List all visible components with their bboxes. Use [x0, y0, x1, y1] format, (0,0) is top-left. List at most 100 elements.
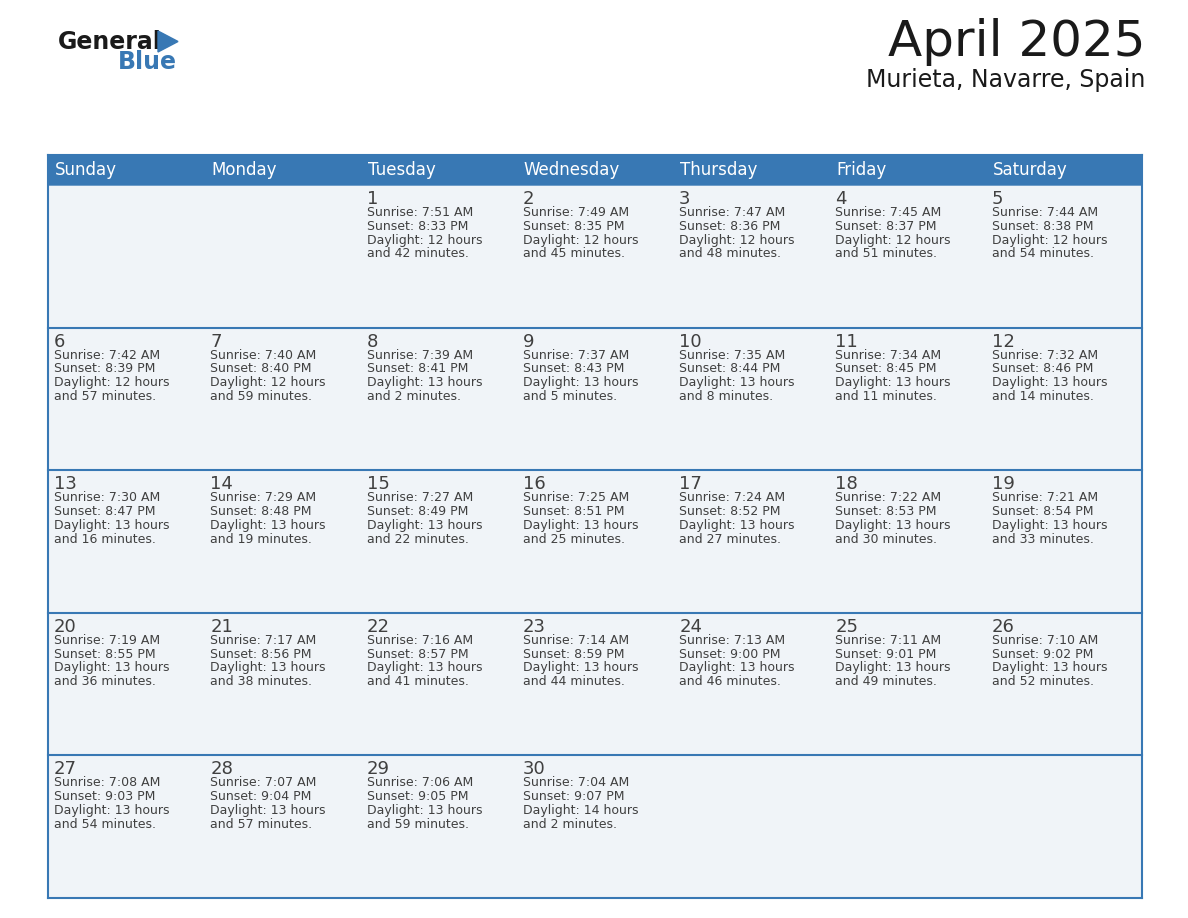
Text: 25: 25 [835, 618, 859, 636]
Bar [829, 155, 986, 185]
Text: Sunset: 8:43 PM: Sunset: 8:43 PM [523, 363, 624, 375]
Text: Daylight: 13 hours: Daylight: 13 hours [367, 661, 482, 675]
Text: Daylight: 13 hours: Daylight: 13 hours [53, 519, 170, 532]
Text: Sunset: 9:02 PM: Sunset: 9:02 PM [992, 647, 1093, 661]
Text: Sunset: 8:38 PM: Sunset: 8:38 PM [992, 219, 1093, 233]
Text: Sunrise: 7:21 AM: Sunrise: 7:21 AM [992, 491, 1098, 504]
Text: Sunset: 8:56 PM: Sunset: 8:56 PM [210, 647, 311, 661]
Text: Daylight: 13 hours: Daylight: 13 hours [210, 519, 326, 532]
Text: and 14 minutes.: and 14 minutes. [992, 390, 1094, 403]
Text: and 25 minutes.: and 25 minutes. [523, 532, 625, 545]
Text: and 46 minutes.: and 46 minutes. [680, 676, 781, 688]
Text: Daylight: 13 hours: Daylight: 13 hours [53, 661, 170, 675]
Text: Sunrise: 7:22 AM: Sunrise: 7:22 AM [835, 491, 942, 504]
Text: Daylight: 13 hours: Daylight: 13 hours [835, 519, 950, 532]
Text: Sunrise: 7:35 AM: Sunrise: 7:35 AM [680, 349, 785, 362]
Bar [48, 613, 204, 756]
Bar [48, 756, 204, 898]
Text: Sunset: 8:39 PM: Sunset: 8:39 PM [53, 363, 156, 375]
Bar [829, 756, 986, 898]
Text: Sunset: 9:04 PM: Sunset: 9:04 PM [210, 790, 311, 803]
Text: Sunrise: 7:13 AM: Sunrise: 7:13 AM [680, 633, 785, 647]
Text: Sunset: 8:52 PM: Sunset: 8:52 PM [680, 505, 781, 518]
Text: 3: 3 [680, 190, 690, 208]
Bar [986, 470, 1142, 613]
Text: Sunrise: 7:16 AM: Sunrise: 7:16 AM [367, 633, 473, 647]
Text: Sunset: 8:49 PM: Sunset: 8:49 PM [367, 505, 468, 518]
Text: 16: 16 [523, 476, 545, 493]
Text: Sunset: 9:01 PM: Sunset: 9:01 PM [835, 647, 937, 661]
Text: Sunset: 9:00 PM: Sunset: 9:00 PM [680, 647, 781, 661]
Text: Daylight: 12 hours: Daylight: 12 hours [992, 233, 1107, 247]
Text: Sunrise: 7:40 AM: Sunrise: 7:40 AM [210, 349, 316, 362]
Text: Sunrise: 7:07 AM: Sunrise: 7:07 AM [210, 777, 317, 789]
Text: and 36 minutes.: and 36 minutes. [53, 676, 156, 688]
Text: Sunset: 8:45 PM: Sunset: 8:45 PM [835, 363, 937, 375]
Text: Sunset: 8:46 PM: Sunset: 8:46 PM [992, 363, 1093, 375]
Text: Sunrise: 7:42 AM: Sunrise: 7:42 AM [53, 349, 160, 362]
Text: Sunrise: 7:39 AM: Sunrise: 7:39 AM [367, 349, 473, 362]
Bar [986, 185, 1142, 328]
Bar [517, 470, 674, 613]
Bar [986, 328, 1142, 470]
Text: Sunrise: 7:45 AM: Sunrise: 7:45 AM [835, 206, 942, 219]
Bar [48, 185, 204, 328]
Bar [48, 328, 204, 470]
Text: Daylight: 13 hours: Daylight: 13 hours [992, 519, 1107, 532]
Text: Daylight: 12 hours: Daylight: 12 hours [680, 233, 795, 247]
Text: Sunrise: 7:19 AM: Sunrise: 7:19 AM [53, 633, 160, 647]
Text: Sunset: 8:48 PM: Sunset: 8:48 PM [210, 505, 311, 518]
Text: Sunset: 9:05 PM: Sunset: 9:05 PM [367, 790, 468, 803]
Text: Daylight: 13 hours: Daylight: 13 hours [523, 376, 638, 389]
Text: Daylight: 13 hours: Daylight: 13 hours [992, 661, 1107, 675]
Text: Sunrise: 7:11 AM: Sunrise: 7:11 AM [835, 633, 942, 647]
Text: and 5 minutes.: and 5 minutes. [523, 390, 617, 403]
Text: Sunset: 8:51 PM: Sunset: 8:51 PM [523, 505, 625, 518]
Bar [674, 185, 829, 328]
Text: Sunset: 8:37 PM: Sunset: 8:37 PM [835, 219, 937, 233]
Text: 4: 4 [835, 190, 847, 208]
Text: and 2 minutes.: and 2 minutes. [523, 818, 617, 831]
Bar [361, 756, 517, 898]
Text: 11: 11 [835, 332, 858, 351]
Text: Daylight: 13 hours: Daylight: 13 hours [835, 376, 950, 389]
Text: Sunrise: 7:51 AM: Sunrise: 7:51 AM [367, 206, 473, 219]
Text: 10: 10 [680, 332, 702, 351]
Text: and 42 minutes.: and 42 minutes. [367, 247, 468, 261]
Text: Daylight: 13 hours: Daylight: 13 hours [367, 804, 482, 817]
Text: and 48 minutes.: and 48 minutes. [680, 247, 782, 261]
Text: 30: 30 [523, 760, 545, 778]
Bar [829, 470, 986, 613]
Text: and 16 minutes.: and 16 minutes. [53, 532, 156, 545]
Bar [361, 155, 517, 185]
Bar [517, 328, 674, 470]
Text: Sunrise: 7:30 AM: Sunrise: 7:30 AM [53, 491, 160, 504]
Text: Sunset: 8:40 PM: Sunset: 8:40 PM [210, 363, 311, 375]
Text: Sunrise: 7:17 AM: Sunrise: 7:17 AM [210, 633, 316, 647]
Text: and 59 minutes.: and 59 minutes. [367, 818, 468, 831]
Text: and 41 minutes.: and 41 minutes. [367, 676, 468, 688]
Text: Sunset: 9:03 PM: Sunset: 9:03 PM [53, 790, 156, 803]
Text: Sunrise: 7:14 AM: Sunrise: 7:14 AM [523, 633, 628, 647]
Text: Saturday: Saturday [993, 161, 1068, 179]
Bar [986, 155, 1142, 185]
Text: and 27 minutes.: and 27 minutes. [680, 532, 782, 545]
Text: Daylight: 12 hours: Daylight: 12 hours [523, 233, 638, 247]
Text: 14: 14 [210, 476, 233, 493]
Text: and 33 minutes.: and 33 minutes. [992, 532, 1094, 545]
Text: Daylight: 13 hours: Daylight: 13 hours [680, 661, 795, 675]
Text: Sunrise: 7:10 AM: Sunrise: 7:10 AM [992, 633, 1098, 647]
Text: Daylight: 13 hours: Daylight: 13 hours [53, 804, 170, 817]
Text: 6: 6 [53, 332, 65, 351]
Text: 13: 13 [53, 476, 77, 493]
Text: and 44 minutes.: and 44 minutes. [523, 676, 625, 688]
Text: Sunset: 8:53 PM: Sunset: 8:53 PM [835, 505, 937, 518]
Text: 29: 29 [367, 760, 390, 778]
Text: Sunset: 8:35 PM: Sunset: 8:35 PM [523, 219, 625, 233]
Bar [204, 613, 361, 756]
Bar [674, 470, 829, 613]
Text: Sunset: 8:44 PM: Sunset: 8:44 PM [680, 363, 781, 375]
Bar [204, 155, 361, 185]
Bar [674, 328, 829, 470]
Text: 21: 21 [210, 618, 233, 636]
